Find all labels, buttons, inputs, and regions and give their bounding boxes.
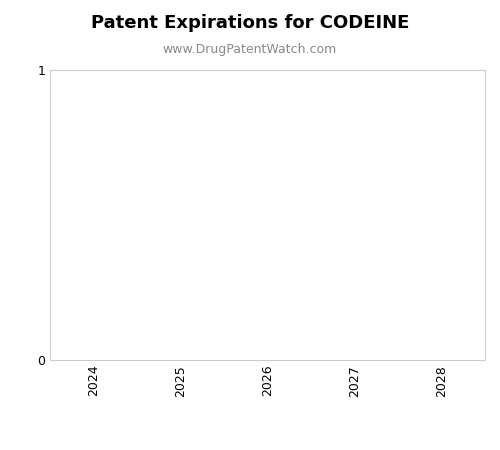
Text: www.DrugPatentWatch.com: www.DrugPatentWatch.com <box>163 43 337 56</box>
Text: Patent Expirations for CODEINE: Patent Expirations for CODEINE <box>91 14 409 32</box>
